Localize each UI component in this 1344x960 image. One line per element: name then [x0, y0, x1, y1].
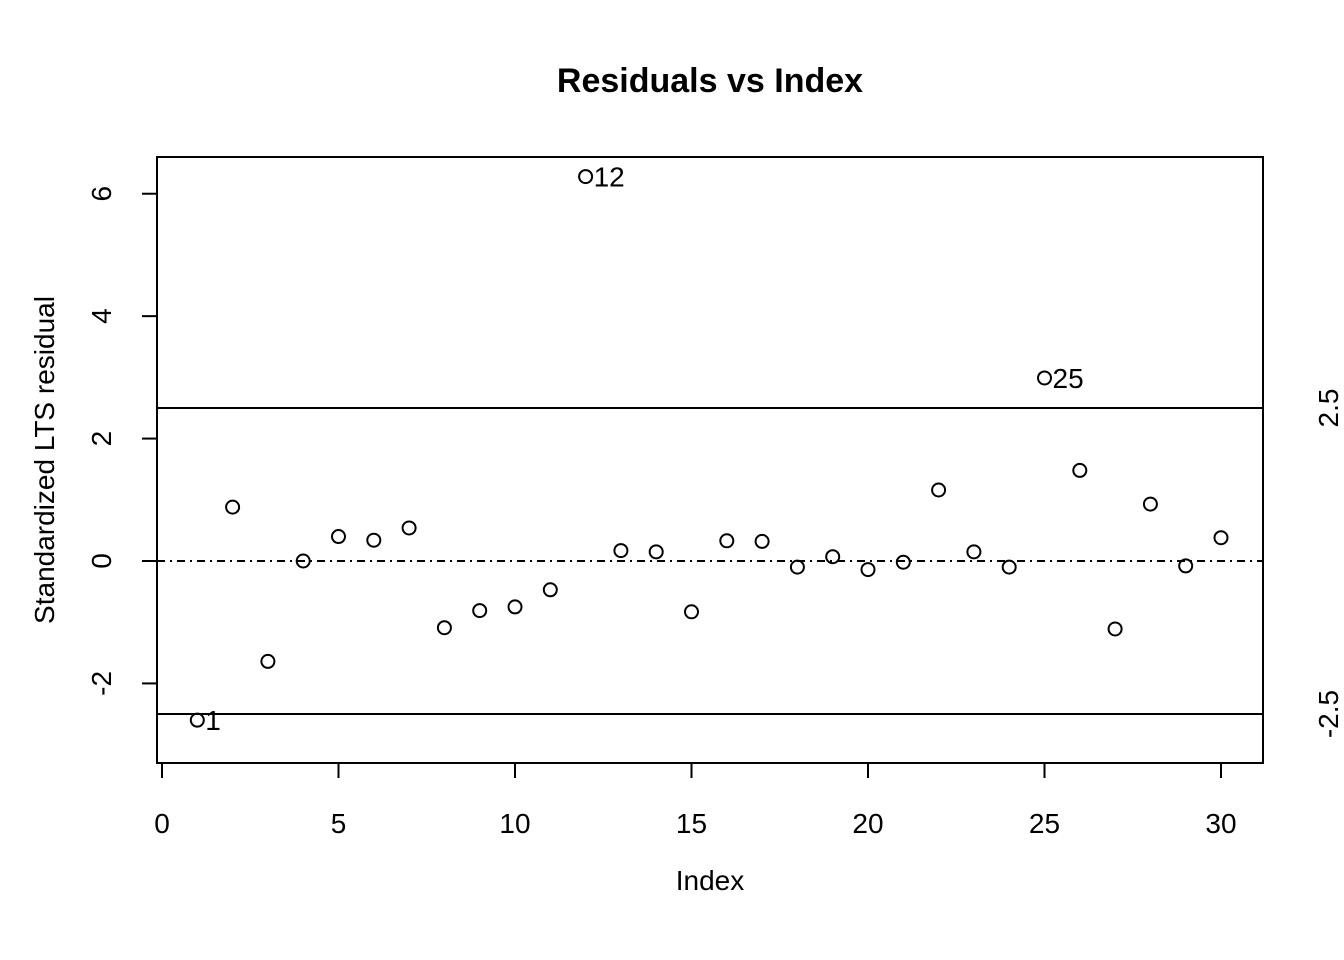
data-point [225, 499, 241, 515]
data-point [507, 599, 523, 615]
y-tick-label: -2 [86, 671, 117, 696]
x-tick-label: 15 [676, 808, 707, 839]
data-point [754, 533, 770, 549]
reference-line-label: -2.5 [1313, 690, 1344, 738]
reference-line-label: 2.5 [1313, 389, 1344, 428]
data-point [542, 582, 558, 598]
data-point [613, 543, 629, 559]
data-point [401, 520, 417, 536]
data-point [1001, 559, 1017, 575]
data-point [825, 549, 841, 565]
y-tick-label: 2 [86, 431, 117, 447]
x-tick-label: 10 [499, 808, 530, 839]
y-tick-label: 4 [86, 308, 117, 324]
point-label: 25 [1053, 363, 1084, 394]
data-point [578, 169, 594, 185]
data-point [295, 553, 311, 569]
data-point [648, 544, 664, 560]
data-point [895, 554, 911, 570]
x-tick-label: 5 [331, 808, 347, 839]
data-point [1142, 496, 1158, 512]
plot-frame [156, 156, 1264, 764]
y-tick-label: 0 [86, 553, 117, 569]
data-point [189, 712, 205, 728]
x-tick-label: 20 [852, 808, 883, 839]
x-tick-label: 0 [154, 808, 170, 839]
data-point [966, 544, 982, 560]
point-label: 1 [205, 705, 221, 736]
data-point [436, 620, 452, 636]
x-tick-label: 30 [1205, 808, 1236, 839]
y-axis-label: Standardized LTS residual [29, 296, 60, 624]
data-point [1072, 462, 1088, 478]
reference-lines: 2.5 -2.5 [157, 389, 1344, 738]
data-point [860, 562, 876, 578]
x-axis: 0 5 10 15 20 25 30 [154, 762, 1237, 839]
data-point [331, 529, 346, 545]
data-point [472, 603, 488, 619]
data-point [1107, 621, 1123, 637]
data-point [1037, 370, 1052, 386]
y-axis: -2 0 2 4 6 [86, 186, 158, 696]
chart-title: Residuals vs Index [557, 62, 863, 100]
point-label: 12 [594, 162, 625, 193]
data-point [684, 604, 699, 620]
point-labels: 1 12 25 [205, 162, 1083, 737]
y-tick-label: 6 [86, 186, 117, 202]
data-point [366, 532, 382, 548]
data-points [189, 169, 1229, 728]
data-point [1213, 530, 1229, 546]
x-axis-label: Index [676, 865, 745, 896]
data-point [719, 533, 735, 549]
x-tick-label: 25 [1029, 808, 1060, 839]
data-point [1178, 558, 1194, 574]
data-point [789, 559, 805, 575]
data-point [931, 482, 947, 498]
data-point [260, 653, 276, 669]
